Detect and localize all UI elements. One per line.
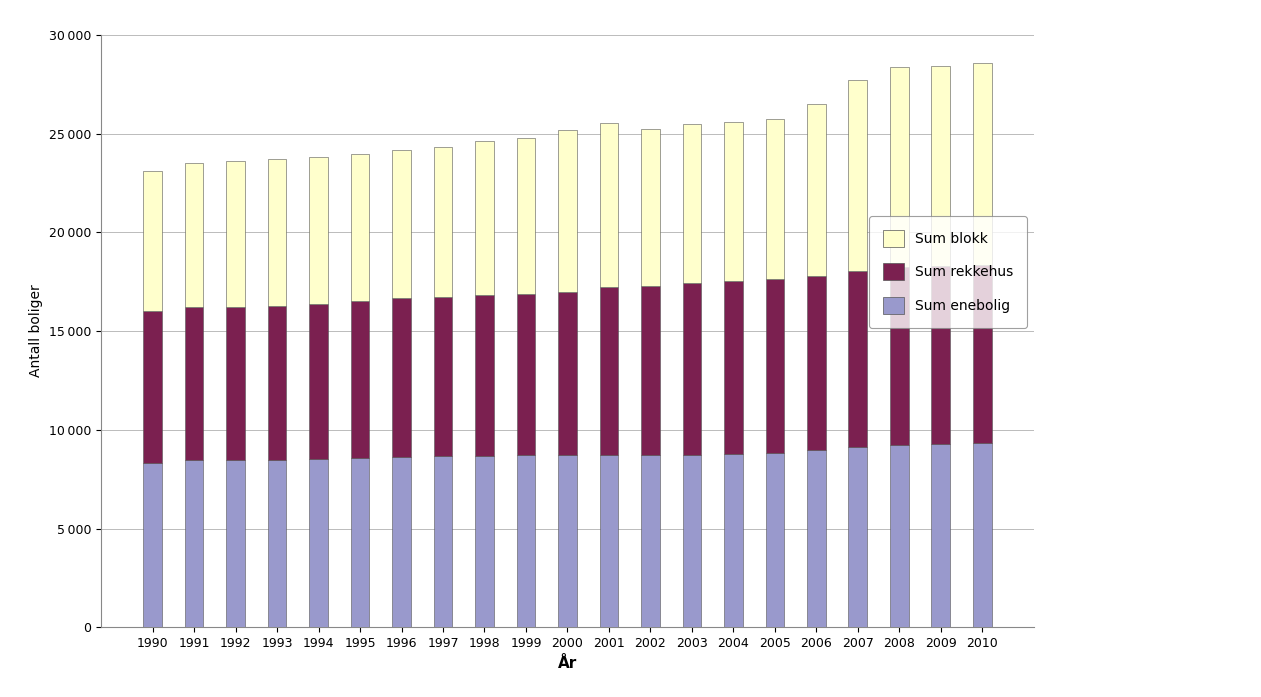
- Bar: [434, 147, 453, 296]
- Bar: [559, 130, 576, 291]
- X-axis label: År: År: [557, 656, 578, 671]
- Bar: [144, 464, 161, 627]
- Bar: [392, 151, 411, 298]
- Bar: [475, 141, 494, 295]
- Bar: [807, 276, 826, 450]
- Bar: [185, 163, 203, 307]
- Bar: [641, 456, 660, 627]
- Bar: [932, 266, 950, 443]
- Bar: [434, 457, 453, 627]
- Bar: [144, 312, 161, 464]
- Bar: [932, 66, 950, 266]
- Bar: [267, 307, 286, 461]
- Legend: Sum blokk, Sum rekkehus, Sum enebolig: Sum blokk, Sum rekkehus, Sum enebolig: [869, 216, 1026, 328]
- Bar: [309, 305, 328, 459]
- Bar: [973, 265, 991, 443]
- Bar: [185, 307, 203, 461]
- Bar: [890, 445, 909, 627]
- Bar: [434, 296, 453, 457]
- Bar: [144, 171, 161, 312]
- Bar: [267, 461, 286, 627]
- Bar: [682, 123, 701, 283]
- Bar: [226, 461, 245, 627]
- Bar: [517, 137, 536, 293]
- Bar: [890, 267, 909, 445]
- Bar: [351, 459, 369, 627]
- Bar: [724, 454, 743, 627]
- Bar: [682, 454, 701, 627]
- Bar: [559, 291, 576, 456]
- Bar: [599, 454, 618, 627]
- Bar: [807, 450, 826, 627]
- Bar: [682, 283, 701, 454]
- Bar: [765, 279, 784, 452]
- Bar: [932, 443, 950, 627]
- Bar: [392, 298, 411, 457]
- Bar: [599, 123, 618, 286]
- Bar: [267, 159, 286, 307]
- Bar: [849, 447, 868, 627]
- Bar: [559, 456, 576, 627]
- Bar: [641, 129, 660, 286]
- Bar: [351, 154, 369, 301]
- Bar: [724, 122, 743, 281]
- Bar: [517, 293, 536, 456]
- Bar: [641, 286, 660, 456]
- Bar: [517, 456, 536, 627]
- Bar: [849, 271, 868, 447]
- Bar: [724, 281, 743, 454]
- Bar: [765, 118, 784, 279]
- Bar: [599, 286, 618, 454]
- Bar: [309, 459, 328, 627]
- Bar: [973, 63, 991, 265]
- Bar: [351, 301, 369, 459]
- Bar: [226, 307, 245, 461]
- Bar: [890, 68, 909, 267]
- Y-axis label: Antall boliger: Antall boliger: [29, 284, 43, 378]
- Bar: [807, 104, 826, 276]
- Bar: [765, 452, 784, 627]
- Bar: [849, 80, 868, 271]
- Bar: [392, 457, 411, 627]
- Bar: [973, 443, 991, 627]
- Bar: [475, 295, 494, 457]
- Bar: [185, 461, 203, 627]
- Bar: [475, 457, 494, 627]
- Bar: [309, 158, 328, 305]
- Bar: [226, 161, 245, 307]
